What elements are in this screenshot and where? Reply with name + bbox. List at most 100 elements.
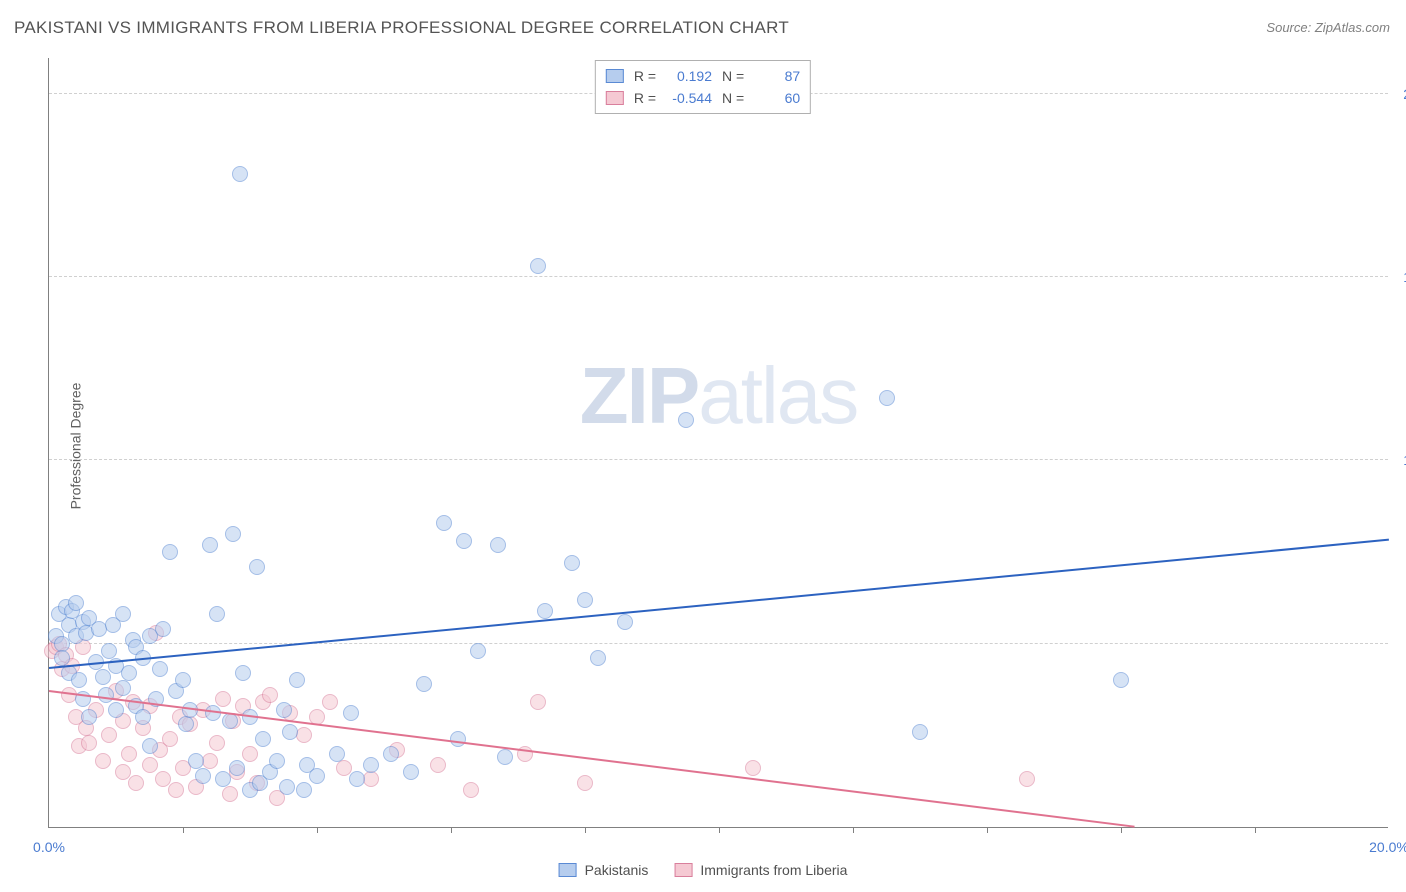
x-tick-mark <box>987 827 988 833</box>
swatch-series-a <box>606 69 624 83</box>
gridline <box>49 276 1388 277</box>
point-series-a <box>450 731 466 747</box>
x-tick-mark <box>317 827 318 833</box>
point-series-a <box>456 533 472 549</box>
point-series-a <box>537 603 553 619</box>
point-series-a <box>229 760 245 776</box>
point-series-a <box>617 614 633 630</box>
series-b-label: Immigrants from Liberia <box>700 862 847 878</box>
point-series-a <box>155 621 171 637</box>
point-series-a <box>363 757 379 773</box>
source-value: ZipAtlas.com <box>1315 20 1390 35</box>
swatch-b-icon <box>674 863 692 877</box>
point-series-a <box>121 665 137 681</box>
point-series-a <box>249 559 265 575</box>
point-series-b <box>222 786 238 802</box>
point-series-b <box>262 687 278 703</box>
watermark: ZIPatlas <box>580 350 857 442</box>
point-series-a <box>470 643 486 659</box>
series-legend: Pakistanis Immigrants from Liberia <box>559 862 848 878</box>
point-series-a <box>115 606 131 622</box>
point-series-a <box>416 676 432 692</box>
swatch-a-icon <box>559 863 577 877</box>
x-tick-label: 0.0% <box>33 839 65 855</box>
n-label: N = <box>722 90 744 106</box>
point-series-a <box>98 687 114 703</box>
point-series-a <box>879 390 895 406</box>
point-series-a <box>235 665 251 681</box>
legend-item-b: Immigrants from Liberia <box>674 862 847 878</box>
gridline <box>49 459 1388 460</box>
x-tick-mark <box>1255 827 1256 833</box>
x-tick-label: 20.0% <box>1369 839 1406 855</box>
point-series-b <box>530 694 546 710</box>
x-tick-mark <box>1121 827 1122 833</box>
legend-row-a: R = 0.192 N = 87 <box>606 65 800 87</box>
gridline <box>49 643 1388 644</box>
point-series-a <box>383 746 399 762</box>
point-series-b <box>81 735 97 751</box>
series-a-label: Pakistanis <box>585 862 649 878</box>
chart-title: PAKISTANI VS IMMIGRANTS FROM LIBERIA PRO… <box>14 18 789 38</box>
point-series-b <box>577 775 593 791</box>
point-series-a <box>678 412 694 428</box>
point-series-a <box>81 709 97 725</box>
point-series-a <box>436 515 452 531</box>
point-series-b <box>209 735 225 751</box>
point-series-b <box>162 731 178 747</box>
point-series-a <box>343 705 359 721</box>
point-series-a <box>209 606 225 622</box>
trendline-series-a <box>49 539 1389 669</box>
watermark-light: atlas <box>698 351 857 440</box>
x-tick-mark <box>585 827 586 833</box>
x-tick-mark <box>853 827 854 833</box>
x-tick-mark <box>719 827 720 833</box>
point-series-a <box>912 724 928 740</box>
point-series-a <box>95 669 111 685</box>
point-series-b <box>121 746 137 762</box>
point-series-a <box>195 768 211 784</box>
point-series-a <box>205 705 221 721</box>
x-tick-mark <box>451 827 452 833</box>
r-label: R = <box>634 90 656 106</box>
r-value-b: -0.544 <box>664 90 712 106</box>
point-series-b <box>101 727 117 743</box>
point-series-a <box>225 526 241 542</box>
point-series-a <box>175 672 191 688</box>
point-series-a <box>54 650 70 666</box>
point-series-b <box>128 775 144 791</box>
point-series-a <box>296 782 312 798</box>
plot-area: ZIPatlas 5.0%10.0%15.0%20.0%0.0%20.0% <box>48 58 1388 828</box>
point-series-b <box>463 782 479 798</box>
point-series-a <box>279 779 295 795</box>
legend-item-a: Pakistanis <box>559 862 649 878</box>
point-series-a <box>152 661 168 677</box>
point-series-a <box>282 724 298 740</box>
point-series-a <box>71 672 87 688</box>
point-series-a <box>490 537 506 553</box>
point-series-b <box>155 771 171 787</box>
n-value-a: 87 <box>752 68 800 84</box>
x-tick-mark <box>183 827 184 833</box>
point-series-a <box>135 709 151 725</box>
point-series-a <box>349 771 365 787</box>
point-series-b <box>336 760 352 776</box>
point-series-b <box>322 694 338 710</box>
correlation-legend: R = 0.192 N = 87 R = -0.544 N = 60 <box>595 60 811 114</box>
point-series-a <box>101 643 117 659</box>
r-value-a: 0.192 <box>664 68 712 84</box>
watermark-bold: ZIP <box>580 351 698 440</box>
n-value-b: 60 <box>752 90 800 106</box>
point-series-a <box>162 544 178 560</box>
point-series-a <box>577 592 593 608</box>
chart-container: PAKISTANI VS IMMIGRANTS FROM LIBERIA PRO… <box>0 0 1406 892</box>
point-series-b <box>430 757 446 773</box>
point-series-a <box>590 650 606 666</box>
point-series-a <box>202 537 218 553</box>
point-series-b <box>115 764 131 780</box>
point-series-a <box>530 258 546 274</box>
swatch-series-b <box>606 91 624 105</box>
source-attribution: Source: ZipAtlas.com <box>1266 20 1390 35</box>
point-series-a <box>222 713 238 729</box>
source-label: Source: <box>1266 20 1311 35</box>
